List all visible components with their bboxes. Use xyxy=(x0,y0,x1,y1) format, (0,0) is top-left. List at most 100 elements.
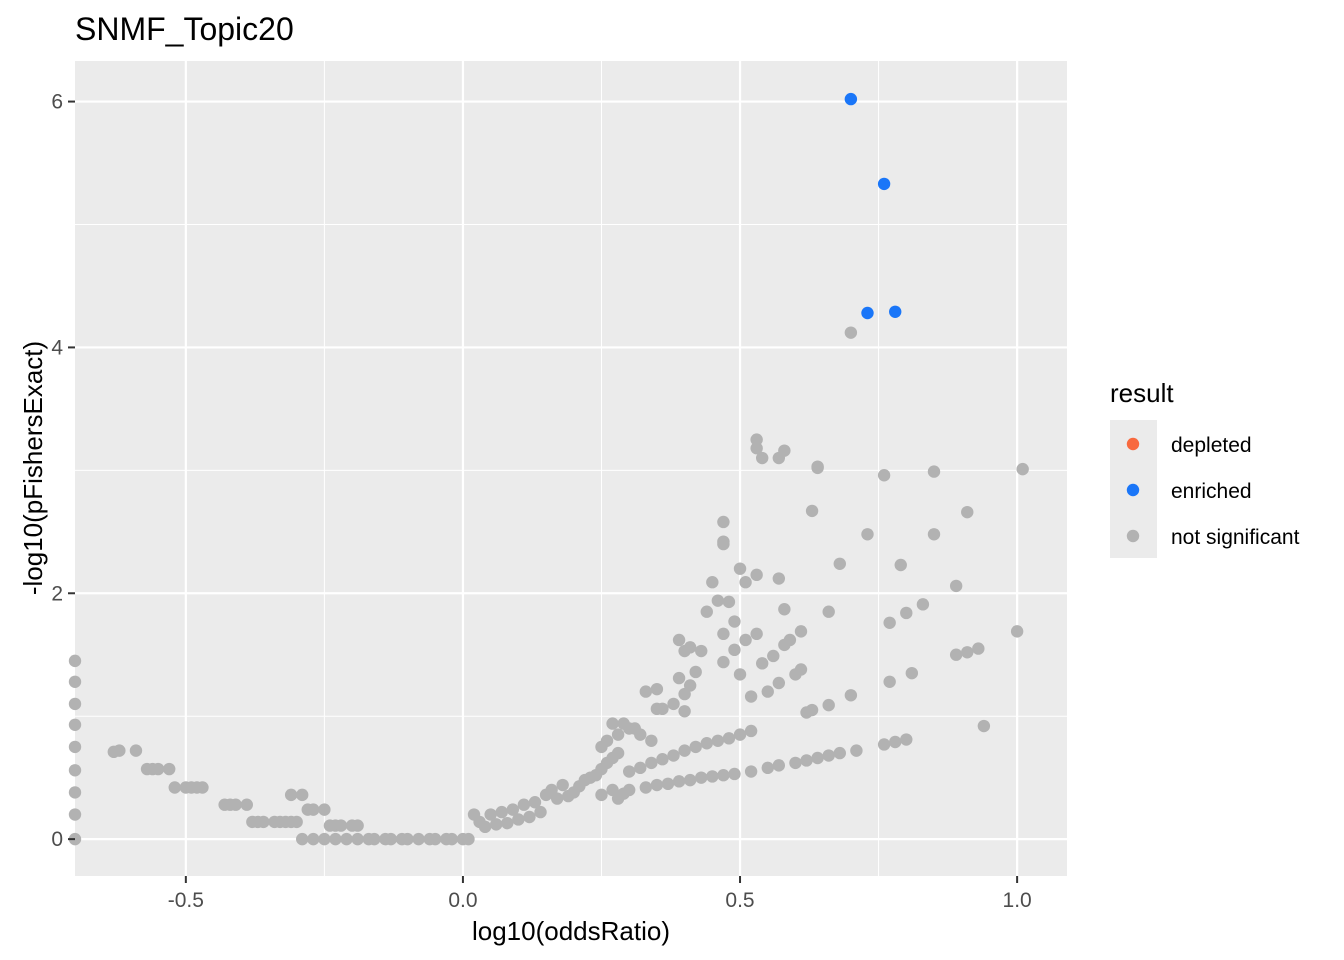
data-point xyxy=(700,737,713,750)
data-point xyxy=(894,558,907,572)
data-point xyxy=(861,306,874,320)
data-point xyxy=(240,798,253,811)
data-point xyxy=(683,773,697,787)
data-point xyxy=(949,648,963,661)
data-point xyxy=(844,326,858,339)
data-point xyxy=(889,735,902,749)
data-point xyxy=(728,615,741,628)
data-point xyxy=(805,504,819,518)
data-point xyxy=(772,759,786,772)
data-point xyxy=(750,433,763,446)
data-point xyxy=(772,676,786,690)
data-point xyxy=(800,754,813,767)
data-point xyxy=(722,595,736,609)
data-point xyxy=(717,627,730,641)
data-point xyxy=(656,702,669,716)
data-point xyxy=(501,816,514,830)
data-point xyxy=(445,832,459,846)
data-point xyxy=(68,675,82,688)
data-point xyxy=(661,777,675,791)
data-point xyxy=(351,832,364,846)
data-point xyxy=(334,819,348,832)
data-point xyxy=(517,798,531,811)
data-point xyxy=(905,666,919,680)
data-point xyxy=(833,746,846,760)
data-point xyxy=(645,734,658,747)
data-point xyxy=(678,744,691,757)
data-point xyxy=(151,762,165,776)
data-point xyxy=(949,579,963,593)
data-point xyxy=(617,717,630,730)
data-point xyxy=(811,460,824,473)
data-point xyxy=(650,778,664,792)
data-point xyxy=(794,663,808,676)
legend-key xyxy=(1126,483,1140,497)
data-point xyxy=(755,657,769,670)
data-point xyxy=(639,685,653,698)
data-point xyxy=(689,665,702,679)
y-axis-title: -log10(pFishersExact) xyxy=(18,341,48,595)
data-point xyxy=(772,572,786,585)
data-point xyxy=(1010,625,1024,638)
data-point xyxy=(916,598,930,611)
data-point xyxy=(750,442,763,455)
y-tick-label: 6 xyxy=(51,91,63,114)
data-point xyxy=(606,717,619,730)
data-point xyxy=(168,781,181,794)
data-point xyxy=(761,685,774,698)
data-point xyxy=(68,654,82,668)
data-point xyxy=(706,770,719,783)
data-point xyxy=(717,535,730,548)
data-point xyxy=(683,679,697,692)
legend-entries: depleted enriched not significant xyxy=(1110,420,1300,558)
data-point xyxy=(639,781,653,794)
data-point xyxy=(534,805,547,819)
data-point xyxy=(196,781,209,794)
data-point xyxy=(595,740,608,754)
data-point xyxy=(822,605,835,618)
data-point xyxy=(672,633,686,647)
data-point xyxy=(717,655,730,669)
legend-key xyxy=(1126,529,1140,543)
data-point xyxy=(1016,462,1029,476)
x-tick-label: 0.5 xyxy=(725,889,754,912)
data-point xyxy=(695,771,708,784)
data-point xyxy=(755,451,769,465)
data-point xyxy=(744,690,758,703)
data-point xyxy=(889,305,902,318)
data-point xyxy=(68,697,82,711)
data-point xyxy=(972,642,985,655)
data-point xyxy=(68,764,82,777)
data-point xyxy=(489,818,503,831)
data-point xyxy=(634,761,647,775)
data-point xyxy=(811,751,824,765)
data-point xyxy=(495,805,508,819)
data-point xyxy=(68,718,82,732)
y-axis: 0 2 4 6 xyxy=(51,91,75,851)
data-point xyxy=(506,803,520,816)
data-point xyxy=(611,728,625,741)
data-point xyxy=(883,616,896,629)
data-point xyxy=(462,832,475,846)
x-tick-label: 1.0 xyxy=(1003,889,1032,912)
data-point xyxy=(384,832,398,846)
data-point xyxy=(778,444,791,457)
data-point xyxy=(900,733,913,746)
data-point xyxy=(667,697,680,711)
data-point xyxy=(761,761,774,775)
data-point xyxy=(528,796,542,809)
data-point xyxy=(789,756,802,770)
data-point xyxy=(318,803,331,816)
data-point xyxy=(733,562,747,575)
data-point xyxy=(401,832,414,846)
data-point xyxy=(700,605,713,618)
data-point xyxy=(744,724,758,738)
data-point xyxy=(672,775,686,788)
chart-title: SNMF_Topic20 xyxy=(75,11,294,47)
data-point xyxy=(689,740,702,754)
x-tick-label: -0.5 xyxy=(168,889,204,912)
data-point xyxy=(750,568,763,582)
data-point xyxy=(833,557,846,570)
data-point xyxy=(927,465,941,478)
data-point xyxy=(307,832,320,846)
